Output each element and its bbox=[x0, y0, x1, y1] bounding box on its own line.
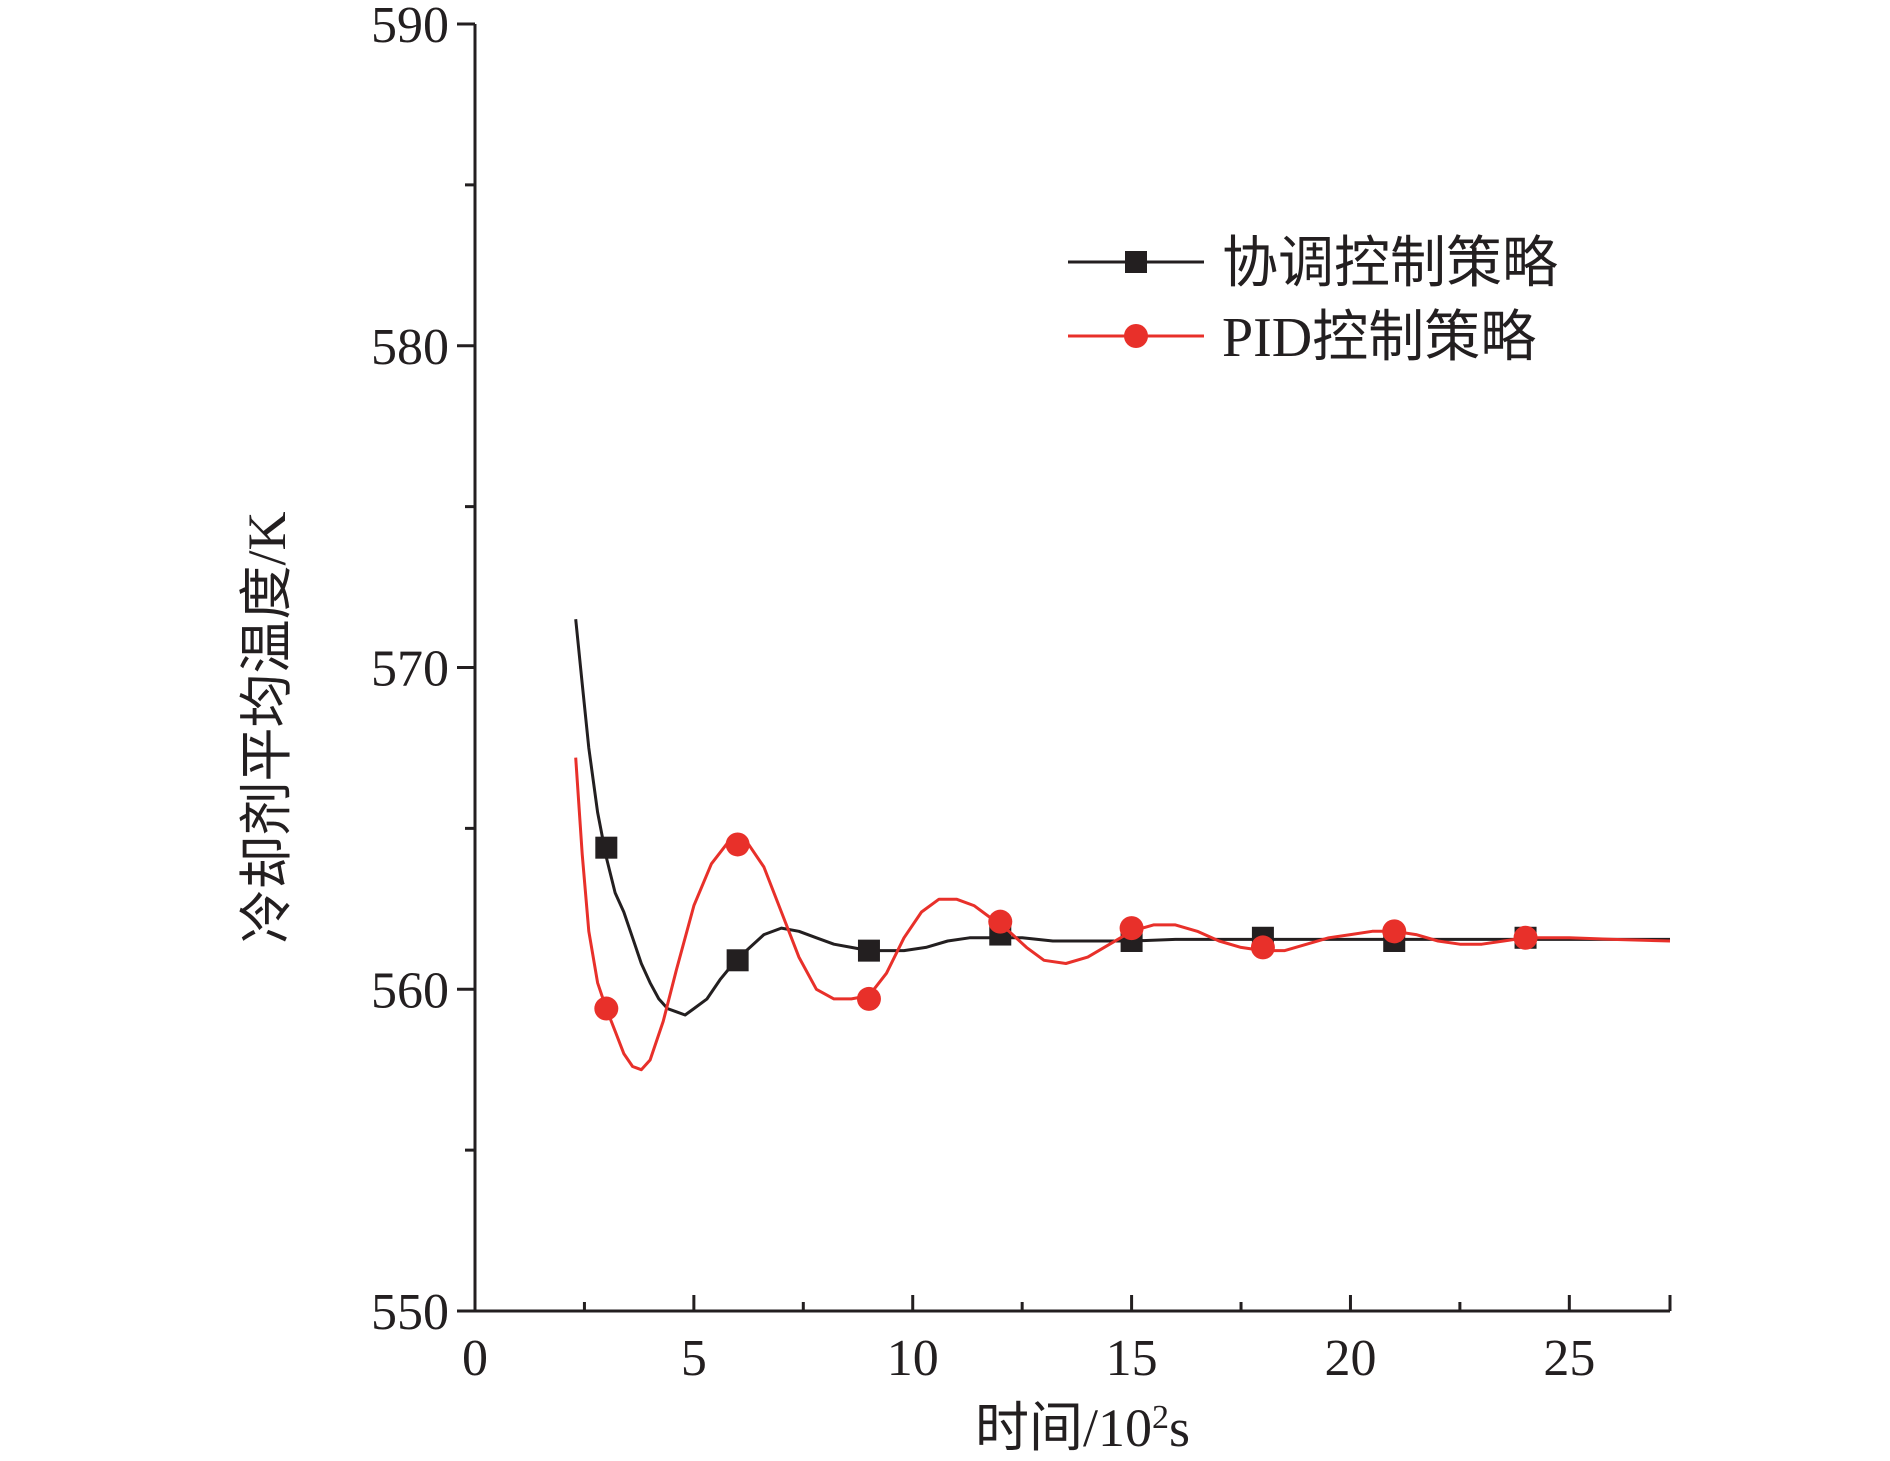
data-point bbox=[1119, 916, 1144, 941]
data-point bbox=[856, 986, 881, 1011]
series-line bbox=[574, 757, 1671, 1072]
data-point bbox=[726, 949, 749, 972]
legend-label: PID控制策略 bbox=[1222, 307, 1536, 369]
data-point bbox=[725, 832, 750, 857]
x-tick-label: 10 bbox=[887, 1330, 939, 1387]
y-tick-label: 580 bbox=[371, 319, 449, 376]
data-point bbox=[1250, 935, 1275, 960]
data-point bbox=[595, 836, 618, 859]
x-tick-label: 20 bbox=[1324, 1330, 1376, 1387]
legend-entry: PID控制策略 bbox=[1068, 307, 1536, 369]
y-axis-title: 冷却剂平均温度/K bbox=[237, 511, 297, 943]
series-1 bbox=[574, 619, 1670, 1017]
axes: 550 560 570 580 590 0 5 10 15 20 25 bbox=[371, 0, 1672, 1387]
data-point bbox=[1382, 919, 1407, 944]
data-point bbox=[988, 909, 1013, 934]
legend: 协调控制策略 PID控制策略 bbox=[1068, 233, 1558, 369]
x-ticks: 0 5 10 15 20 25 bbox=[462, 1295, 1672, 1387]
legend-label: 协调控制策略 bbox=[1222, 233, 1558, 295]
x-tick-label: 25 bbox=[1543, 1330, 1595, 1387]
data-point bbox=[857, 939, 880, 962]
legend-entry: 协调控制策略 bbox=[1068, 233, 1558, 295]
y-tick-label: 570 bbox=[371, 641, 449, 698]
data-point bbox=[1513, 925, 1538, 950]
legend-marker bbox=[1125, 251, 1147, 273]
series-layer bbox=[574, 619, 1671, 1072]
x-tick-label: 0 bbox=[462, 1330, 488, 1387]
y-tick-label: 550 bbox=[371, 1284, 449, 1341]
series-2 bbox=[574, 757, 1671, 1072]
legend-marker bbox=[1124, 324, 1148, 348]
data-point bbox=[594, 996, 619, 1021]
y-tick-label: 590 bbox=[371, 0, 449, 54]
x-tick-label: 5 bbox=[681, 1330, 707, 1387]
x-axis-title: 时间/102s bbox=[975, 1398, 1190, 1458]
series-line bbox=[574, 619, 1670, 1017]
x-tick-label: 15 bbox=[1106, 1330, 1158, 1387]
y-ticks: 550 560 570 580 590 bbox=[371, 0, 475, 1341]
y-tick-label: 560 bbox=[371, 962, 449, 1019]
